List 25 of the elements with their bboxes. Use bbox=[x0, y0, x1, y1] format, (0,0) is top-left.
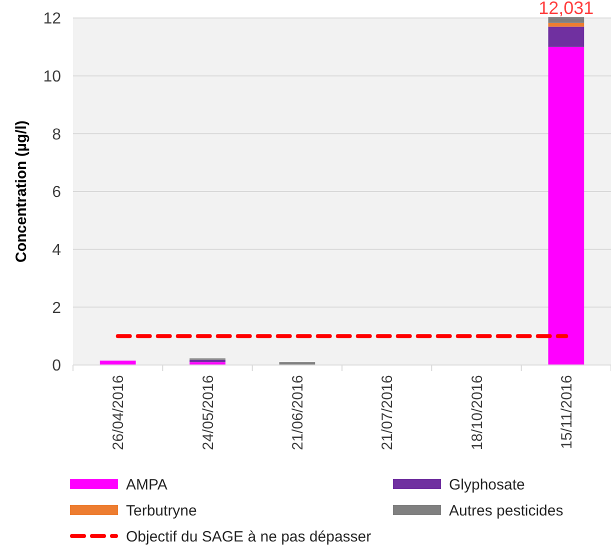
x-tick-label: 15/11/2016 bbox=[558, 375, 576, 449]
bar bbox=[100, 360, 136, 365]
legend-label: AMPA bbox=[126, 476, 168, 494]
x-tick-label: 24/05/2016 bbox=[200, 375, 217, 450]
legend-label: Terbutryne bbox=[126, 502, 197, 520]
y-tick-label: 2 bbox=[52, 300, 62, 317]
bar bbox=[548, 46, 584, 365]
y-tick-label: 10 bbox=[43, 68, 62, 86]
x-tick-label: 26/04/2016 bbox=[110, 375, 128, 450]
bar bbox=[548, 26, 584, 47]
legend-label: Glyphosate bbox=[449, 476, 525, 494]
y-axis-title: Concentration (µg/l) bbox=[13, 120, 30, 262]
y-tick-label: 0 bbox=[52, 358, 62, 375]
x-tick-label: 18/10/2016 bbox=[468, 375, 486, 450]
legend-label: Autres pesticides bbox=[449, 502, 564, 520]
y-tick-label: 12 bbox=[43, 10, 62, 28]
x-tick-label: 21/06/2016 bbox=[289, 375, 306, 450]
x-tick-label: 21/07/2016 bbox=[379, 375, 396, 450]
y-tick-label: 4 bbox=[52, 242, 62, 259]
y-tick-label: 6 bbox=[52, 184, 62, 202]
bar bbox=[548, 22, 584, 27]
legend-label: Objectif du SAGE à ne pas dépasser bbox=[126, 528, 372, 546]
bar bbox=[548, 17, 584, 23]
y-tick-label: 8 bbox=[52, 126, 62, 144]
annotation: 12,031 bbox=[538, 0, 594, 18]
